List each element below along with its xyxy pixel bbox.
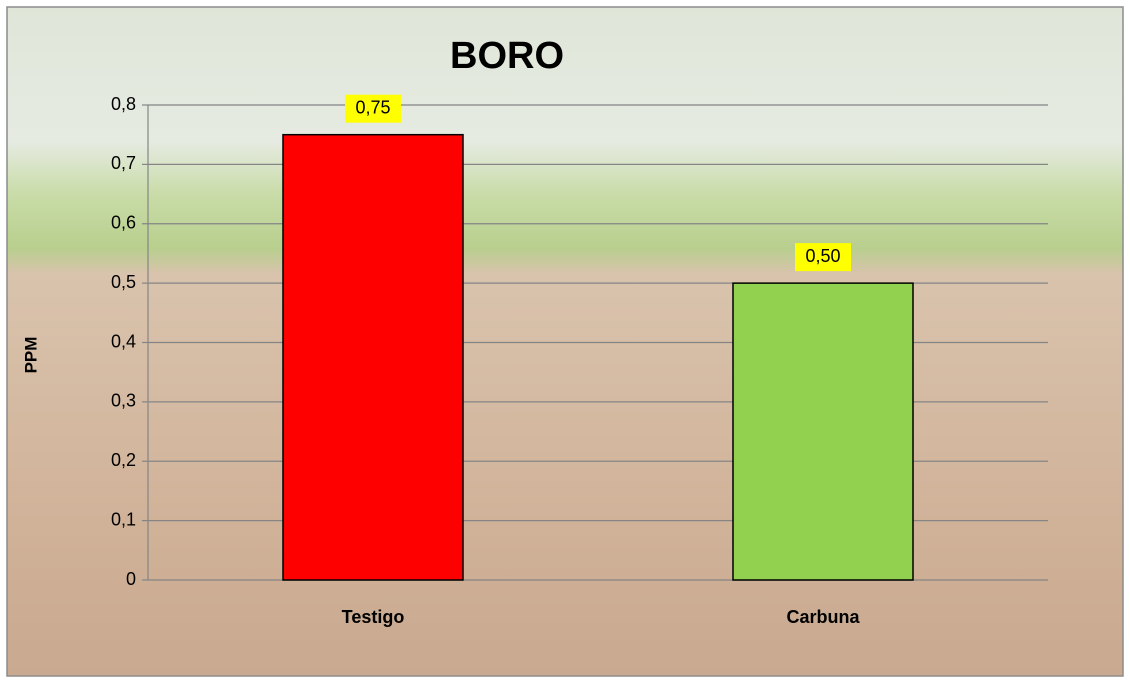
value-label: 0,50 bbox=[805, 246, 840, 266]
chart-title: BORO bbox=[450, 35, 564, 77]
chart: BORO PPM 0 0,1 0,2 0,3 0,4 0,5 0,6 0,7 0,8 Testig… bbox=[0, 0, 1130, 683]
y-tick-label: 0,2 bbox=[111, 450, 136, 470]
y-tick-label: 0,6 bbox=[111, 213, 136, 233]
y-tick-label: 0,7 bbox=[111, 153, 136, 173]
page: {"chart_data": {"type": "bar", "title": … bbox=[0, 0, 1130, 683]
x-tick-label: Carbuna bbox=[786, 607, 860, 627]
y-tick-label: 0,1 bbox=[111, 509, 136, 529]
bar bbox=[283, 135, 463, 580]
y-tick-label: 0,3 bbox=[111, 391, 136, 411]
chart-background bbox=[7, 7, 1123, 676]
y-tick-label: 0,5 bbox=[111, 272, 136, 292]
value-label: 0,75 bbox=[355, 97, 390, 117]
x-tick-label: Testigo bbox=[342, 607, 405, 627]
y-tick-label: 0,4 bbox=[111, 331, 136, 351]
y-tick-label: 0 bbox=[126, 569, 136, 589]
bar bbox=[733, 283, 913, 580]
y-tick-label: 0,8 bbox=[111, 94, 136, 114]
y-axis-label: PPM bbox=[21, 337, 40, 374]
